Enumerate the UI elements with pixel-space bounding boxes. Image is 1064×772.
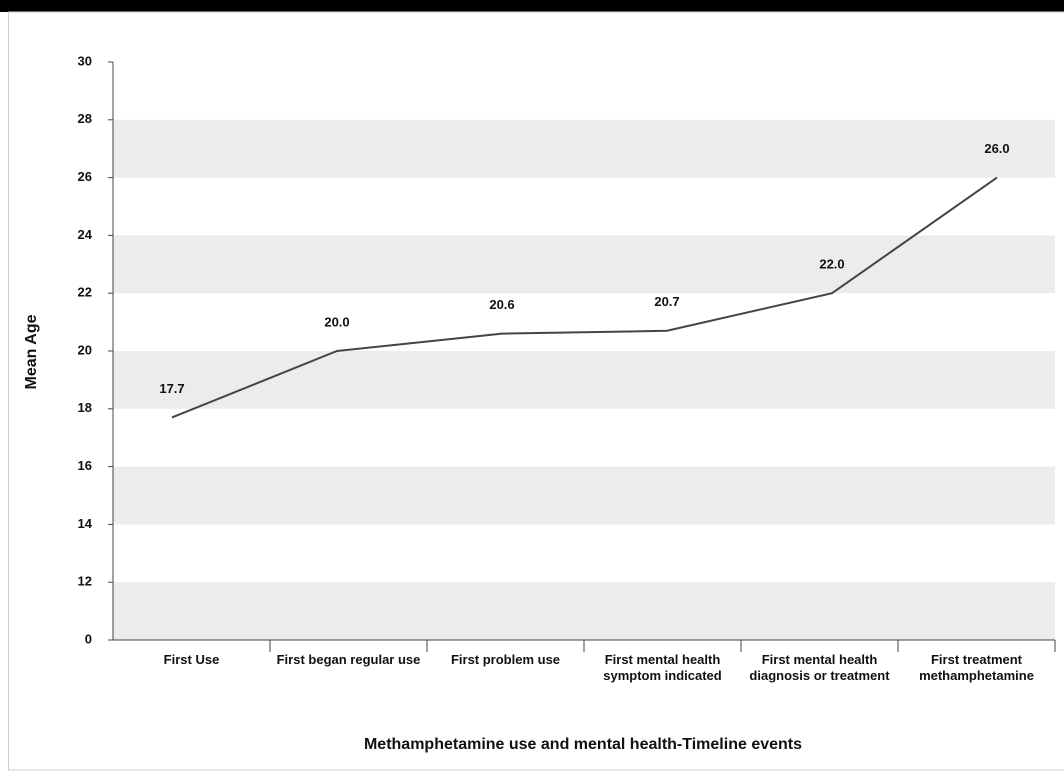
line: [171, 176, 998, 419]
y-tick-label: 20: [78, 342, 92, 357]
top-bar: [0, 0, 1064, 12]
data-label: 26.0: [984, 141, 1009, 156]
y-tick-label: 22: [78, 285, 92, 300]
x-tick-label: First mental health symptom indicated: [603, 652, 722, 683]
y-tick-label: 28: [78, 111, 92, 126]
x-tick-label: First began regular use: [276, 652, 421, 667]
y-tick-label: 18: [78, 400, 92, 415]
grid-band: [113, 466, 1055, 525]
y-tick-label: 0: [85, 631, 92, 646]
y-tick-label: 26: [78, 169, 92, 184]
frame: [8, 11, 1064, 771]
x-tick-label: First treatment methamphetamine: [919, 652, 1034, 683]
y-tick-label: 24: [78, 227, 93, 242]
x-axis-title: Methamphetamine use and mental health-Ti…: [364, 736, 802, 753]
data-label: 20.0: [324, 314, 349, 329]
data-label: 17.7: [159, 381, 184, 396]
x-tick-label: First problem use: [450, 652, 561, 667]
x-tick-label: First mental health diagnosis or treatme…: [749, 652, 890, 683]
y-tick-label: 12: [78, 574, 92, 589]
data-label: 22.0: [819, 257, 844, 272]
y-tick-label: 14: [78, 516, 93, 531]
grid-band: [113, 582, 1055, 640]
grid-band: [113, 119, 1055, 178]
y-tick-label: 30: [78, 53, 92, 68]
data-label: 20.7: [654, 294, 679, 309]
y-tick-label: 16: [78, 458, 92, 473]
bands: [113, 119, 1055, 640]
x-tick-label: First Use: [163, 652, 220, 667]
grid-band: [113, 351, 1055, 409]
grid-band: [113, 235, 1055, 294]
data-label: 20.6: [489, 297, 514, 312]
y-axis-title: Mean Age: [23, 314, 40, 389]
